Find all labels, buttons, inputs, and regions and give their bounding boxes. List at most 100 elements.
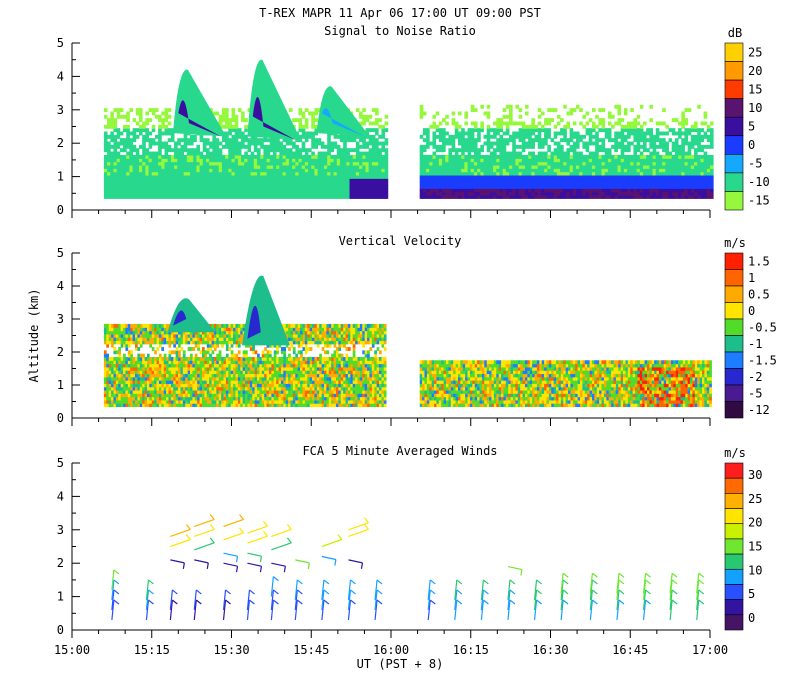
- snr-cell: [611, 168, 615, 173]
- snr-cell: [432, 168, 437, 173]
- y-tick-label: 5: [57, 246, 64, 260]
- velocity-cell: [204, 399, 208, 404]
- snr-cell: [308, 191, 312, 196]
- snr-cell: [457, 138, 462, 143]
- snr-cell: [346, 134, 350, 139]
- snr-cell: [518, 194, 523, 199]
- snr-cell: [627, 124, 631, 129]
- snr-cell: [215, 184, 220, 189]
- snr-cell: [710, 141, 714, 146]
- velocity-cell: [132, 333, 136, 338]
- velocity-cell: [163, 389, 167, 394]
- velocity-cell: [130, 356, 133, 361]
- snr-cell: [556, 164, 561, 169]
- snr-cell: [174, 158, 178, 163]
- snr-cell: [113, 134, 118, 139]
- snr-cell: [470, 128, 475, 133]
- velocity-cell: [103, 333, 107, 338]
- snr-cell: [103, 138, 108, 143]
- snr-cell: [215, 171, 220, 176]
- snr-cell: [110, 134, 114, 139]
- snr-cell: [658, 121, 663, 126]
- snr-cell: [311, 134, 315, 139]
- snr-cell: [183, 181, 188, 186]
- velocity-cell: [139, 333, 143, 338]
- velocity-cell: [161, 373, 165, 378]
- snr-cell: [706, 144, 711, 149]
- snr-cell: [272, 138, 277, 143]
- snr-cell: [658, 178, 663, 183]
- snr-cell: [241, 181, 245, 186]
- snr-cell: [493, 121, 497, 126]
- snr-cell: [266, 171, 271, 176]
- snr-cell: [419, 161, 424, 166]
- snr-cell: [215, 111, 220, 116]
- snr-cell: [221, 154, 226, 159]
- snr-cell: [477, 154, 481, 159]
- snr-cell: [690, 181, 695, 186]
- velocity-cell: [149, 363, 153, 368]
- snr-cell: [221, 138, 226, 143]
- snr-cell: [158, 128, 162, 133]
- snr-cell: [381, 171, 386, 176]
- velocity-cell: [204, 386, 208, 391]
- snr-cell: [368, 184, 373, 189]
- snr-cell: [237, 141, 242, 146]
- snr-cell: [486, 128, 491, 133]
- snr-cell: [241, 141, 245, 146]
- snr-cell: [174, 164, 178, 169]
- snr-cell: [384, 138, 389, 143]
- snr-cell: [292, 154, 296, 159]
- snr-cell: [371, 164, 376, 169]
- snr-cell: [569, 138, 574, 143]
- snr-cell: [655, 178, 660, 183]
- snr-cell: [378, 181, 382, 186]
- velocity-cell: [175, 347, 179, 351]
- snr-cell: [560, 188, 564, 193]
- snr-cell: [158, 171, 162, 176]
- snr-cell: [671, 181, 676, 186]
- snr-cell: [601, 141, 606, 146]
- snr-cell: [540, 111, 545, 116]
- snr-cell: [630, 141, 634, 146]
- snr-cell: [534, 188, 539, 193]
- snr-cell: [678, 121, 682, 126]
- snr-cell: [138, 161, 143, 166]
- snr-cell: [674, 151, 679, 156]
- velocity-cell: [204, 330, 208, 335]
- snr-cell: [556, 144, 561, 149]
- snr-cell: [138, 174, 143, 179]
- snr-cell: [154, 181, 159, 186]
- snr-cell: [288, 151, 293, 156]
- velocity-cell: [213, 393, 217, 398]
- velocity-cell: [163, 360, 167, 365]
- snr-cell: [119, 168, 124, 173]
- snr-cell: [649, 118, 653, 123]
- velocity-cell: [197, 386, 200, 391]
- velocity-cell: [197, 376, 200, 381]
- snr-cell: [486, 111, 491, 116]
- snr-cell: [145, 188, 149, 193]
- snr-cell: [301, 164, 306, 169]
- snr-cell: [623, 128, 628, 133]
- velocity-cell: [185, 396, 188, 401]
- velocity-cell: [108, 370, 112, 375]
- snr-cell: [292, 191, 296, 196]
- snr-cell: [515, 154, 520, 159]
- snr-cell: [454, 148, 459, 153]
- snr-cell: [553, 108, 558, 113]
- snr-cell: [355, 154, 360, 159]
- snr-cell: [611, 174, 615, 179]
- velocity-cell: [125, 363, 129, 368]
- velocity-cell: [111, 356, 114, 361]
- snr-cell: [365, 158, 370, 163]
- velocity-cell: [135, 347, 138, 351]
- velocity-cell: [127, 337, 131, 342]
- snr-cell: [537, 164, 542, 169]
- snr-cell: [627, 134, 631, 139]
- snr-cell: [646, 181, 650, 186]
- snr-cell: [591, 168, 596, 173]
- snr-cell: [151, 184, 156, 189]
- snr-cell: [231, 151, 236, 156]
- snr-cell: [103, 134, 108, 139]
